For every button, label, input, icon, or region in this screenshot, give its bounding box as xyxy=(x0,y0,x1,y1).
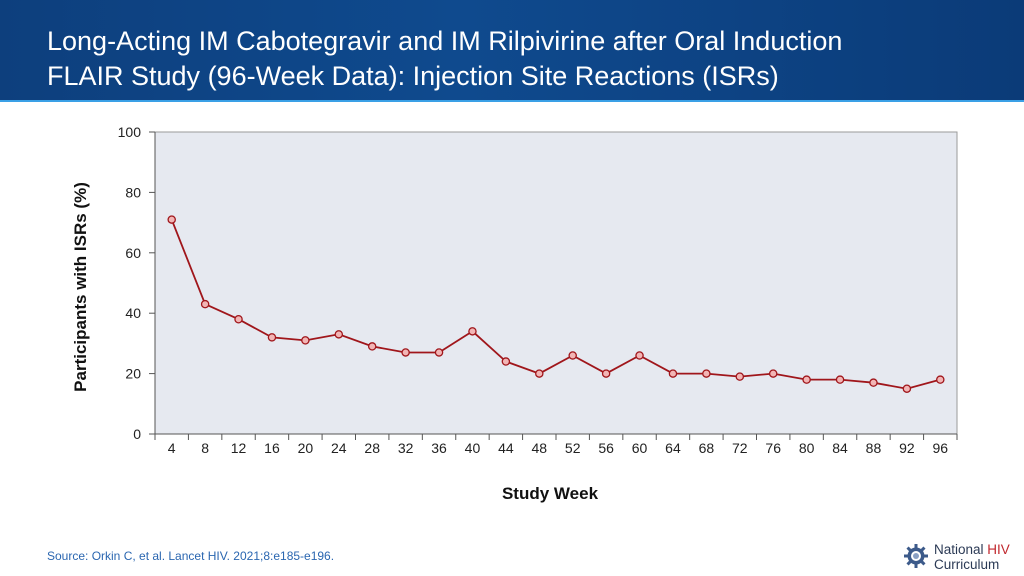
data-point xyxy=(401,348,410,357)
logo-text-line-1: National HIV xyxy=(934,542,1010,557)
x-tick-label: 40 xyxy=(465,440,481,456)
x-tick-label: 44 xyxy=(498,440,514,456)
x-tick-label: 64 xyxy=(665,440,681,456)
data-point xyxy=(468,327,477,336)
x-tick-label: 80 xyxy=(799,440,815,456)
title-line-2: FLAIR Study (96-Week Data): Injection Si… xyxy=(47,61,779,91)
national-hiv-curriculum-logo: National HIV Curriculum xyxy=(903,540,1021,574)
slide-title: Long-Acting IM Cabotegravir and IM Rilpi… xyxy=(47,24,987,94)
plot-area xyxy=(154,131,958,435)
logo-text-national: National xyxy=(934,542,988,557)
x-tick-label: 68 xyxy=(699,440,715,456)
x-tick-label: 96 xyxy=(933,440,949,456)
x-tick-label: 32 xyxy=(398,440,414,456)
data-point xyxy=(601,369,611,378)
x-tick-label: 16 xyxy=(264,440,280,456)
data-point xyxy=(267,333,277,342)
data-point xyxy=(434,348,444,357)
logo-text-curriculum: Curriculum xyxy=(934,557,1000,572)
data-point xyxy=(702,369,711,378)
y-tick-label: 80 xyxy=(125,184,141,200)
series-line xyxy=(170,219,941,390)
x-tick-label: 72 xyxy=(732,440,748,456)
x-axis-title: Study Week xyxy=(502,484,599,503)
data-point xyxy=(334,330,344,339)
data-point xyxy=(735,372,745,381)
y-tick-label: 60 xyxy=(125,245,141,261)
data-point xyxy=(501,357,511,366)
x-tick-label: 52 xyxy=(565,440,581,456)
slide-header: Long-Acting IM Cabotegravir and IM Rilpi… xyxy=(0,0,1024,102)
y-axis-title: Participants with ISRs (%) xyxy=(71,182,90,392)
x-tick-label: 84 xyxy=(832,440,848,456)
x-tick-label: 20 xyxy=(298,440,314,456)
data-point xyxy=(635,351,644,360)
x-tick-label: 36 xyxy=(431,440,447,456)
x-tick-label: 76 xyxy=(765,440,781,456)
x-tick-label: 12 xyxy=(231,440,247,456)
x-tick-label: 56 xyxy=(598,440,614,456)
data-point xyxy=(167,215,176,224)
data-point xyxy=(301,336,310,345)
x-tick-label: 28 xyxy=(364,440,380,456)
y-tick-label: 0 xyxy=(133,426,141,442)
title-line-1: Long-Acting IM Cabotegravir and IM Rilpi… xyxy=(47,26,843,56)
data-point xyxy=(200,299,210,309)
x-tick-label: 92 xyxy=(899,440,915,456)
x-tick-label: 8 xyxy=(201,440,209,456)
data-point xyxy=(869,378,878,387)
x-tick-label: 24 xyxy=(331,440,347,456)
gear-logo-icon xyxy=(904,544,928,568)
data-point xyxy=(835,375,845,384)
x-tick-label: 48 xyxy=(532,440,548,456)
data-point xyxy=(668,369,678,378)
x-tick-label: 88 xyxy=(866,440,882,456)
data-point xyxy=(535,369,544,378)
data-point xyxy=(367,342,377,351)
data-point xyxy=(902,384,912,393)
source-citation: Source: Orkin C, et al. Lancet HIV. 2021… xyxy=(47,549,335,563)
y-tick-label: 20 xyxy=(125,366,141,382)
y-tick-label: 40 xyxy=(125,305,141,321)
logo-text-hiv: HIV xyxy=(987,542,1010,557)
x-tick-label: 60 xyxy=(632,440,648,456)
y-tick-label: 100 xyxy=(118,124,142,140)
data-point xyxy=(802,375,811,384)
data-point xyxy=(768,369,778,378)
data-point xyxy=(936,375,945,384)
data-point xyxy=(568,351,577,360)
data-point xyxy=(234,314,243,324)
x-tick-label: 4 xyxy=(168,440,176,456)
